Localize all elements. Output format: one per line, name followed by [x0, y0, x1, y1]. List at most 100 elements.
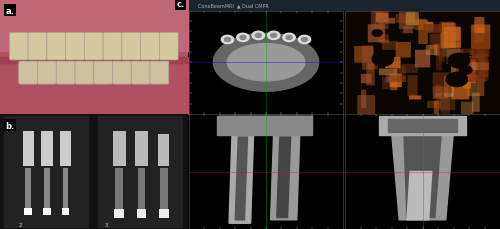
FancyBboxPatch shape: [374, 4, 384, 30]
FancyBboxPatch shape: [478, 60, 488, 82]
FancyBboxPatch shape: [390, 83, 398, 91]
FancyBboxPatch shape: [382, 42, 398, 51]
Bar: [63, 168, 68, 212]
Circle shape: [298, 36, 310, 44]
Text: c.: c.: [176, 0, 185, 9]
Bar: [116, 168, 123, 212]
FancyBboxPatch shape: [479, 36, 486, 39]
FancyBboxPatch shape: [471, 25, 490, 50]
FancyBboxPatch shape: [472, 34, 490, 57]
FancyBboxPatch shape: [122, 33, 141, 61]
FancyBboxPatch shape: [442, 43, 460, 57]
FancyBboxPatch shape: [409, 96, 421, 100]
FancyBboxPatch shape: [430, 34, 450, 50]
FancyBboxPatch shape: [379, 69, 398, 76]
FancyBboxPatch shape: [436, 48, 442, 71]
Bar: [158, 134, 169, 166]
FancyBboxPatch shape: [400, 16, 409, 35]
FancyBboxPatch shape: [470, 50, 474, 56]
FancyBboxPatch shape: [444, 77, 454, 98]
FancyBboxPatch shape: [376, 14, 388, 23]
FancyBboxPatch shape: [451, 84, 469, 100]
Polygon shape: [229, 132, 254, 223]
FancyBboxPatch shape: [10, 33, 28, 61]
Bar: [60, 132, 72, 166]
FancyBboxPatch shape: [361, 74, 372, 84]
FancyBboxPatch shape: [378, 19, 396, 25]
Polygon shape: [235, 137, 248, 220]
FancyBboxPatch shape: [442, 24, 456, 49]
Polygon shape: [270, 132, 300, 220]
Polygon shape: [277, 137, 290, 218]
FancyBboxPatch shape: [388, 76, 406, 83]
Polygon shape: [214, 34, 318, 92]
FancyBboxPatch shape: [418, 21, 428, 45]
FancyBboxPatch shape: [472, 63, 489, 71]
Bar: [41, 132, 52, 166]
Bar: [26, 168, 31, 212]
Text: b.: b.: [6, 121, 15, 130]
FancyBboxPatch shape: [434, 44, 440, 56]
FancyBboxPatch shape: [19, 62, 38, 85]
FancyBboxPatch shape: [385, 58, 400, 69]
Text: ConeBeamMRI  ▲ Dual CMPR: ConeBeamMRI ▲ Dual CMPR: [198, 3, 269, 8]
FancyBboxPatch shape: [378, 35, 388, 43]
FancyBboxPatch shape: [477, 28, 484, 36]
Circle shape: [222, 36, 234, 44]
FancyBboxPatch shape: [440, 91, 450, 114]
FancyBboxPatch shape: [28, 33, 47, 61]
Polygon shape: [404, 135, 441, 218]
Bar: [112, 132, 126, 166]
Text: 3: 3: [105, 222, 108, 226]
FancyBboxPatch shape: [463, 69, 471, 89]
FancyBboxPatch shape: [472, 55, 482, 59]
FancyBboxPatch shape: [361, 90, 366, 108]
FancyBboxPatch shape: [66, 33, 84, 61]
FancyBboxPatch shape: [415, 20, 426, 31]
FancyBboxPatch shape: [478, 79, 484, 97]
FancyBboxPatch shape: [393, 62, 402, 79]
FancyBboxPatch shape: [131, 62, 150, 85]
FancyBboxPatch shape: [415, 50, 430, 68]
FancyBboxPatch shape: [382, 78, 390, 90]
Circle shape: [459, 66, 472, 75]
FancyBboxPatch shape: [357, 96, 375, 115]
FancyBboxPatch shape: [354, 47, 374, 63]
Bar: [137, 210, 146, 218]
FancyBboxPatch shape: [426, 23, 434, 32]
FancyBboxPatch shape: [400, 66, 406, 83]
FancyBboxPatch shape: [424, 25, 442, 34]
Polygon shape: [392, 132, 454, 220]
FancyBboxPatch shape: [408, 76, 418, 97]
FancyBboxPatch shape: [112, 62, 131, 85]
Bar: [43, 208, 51, 215]
FancyBboxPatch shape: [466, 57, 485, 83]
FancyBboxPatch shape: [160, 33, 178, 61]
Circle shape: [240, 36, 246, 40]
Bar: [22, 132, 34, 166]
FancyBboxPatch shape: [476, 48, 484, 58]
Bar: [160, 168, 168, 212]
Circle shape: [446, 73, 468, 87]
FancyBboxPatch shape: [47, 33, 66, 61]
FancyBboxPatch shape: [371, 7, 388, 30]
Text: 2: 2: [19, 222, 22, 226]
Circle shape: [252, 32, 264, 40]
FancyBboxPatch shape: [84, 33, 103, 61]
FancyBboxPatch shape: [439, 51, 445, 63]
Circle shape: [448, 54, 469, 68]
FancyBboxPatch shape: [396, 43, 411, 58]
Bar: [160, 210, 169, 218]
FancyBboxPatch shape: [396, 15, 415, 24]
FancyBboxPatch shape: [436, 85, 441, 98]
Bar: [24, 208, 32, 215]
FancyBboxPatch shape: [390, 74, 402, 88]
Circle shape: [268, 32, 280, 40]
FancyBboxPatch shape: [150, 62, 169, 85]
Polygon shape: [227, 44, 305, 82]
FancyBboxPatch shape: [362, 46, 374, 71]
FancyBboxPatch shape: [436, 97, 456, 111]
Circle shape: [286, 36, 292, 40]
FancyBboxPatch shape: [103, 33, 122, 61]
FancyBboxPatch shape: [474, 18, 484, 44]
